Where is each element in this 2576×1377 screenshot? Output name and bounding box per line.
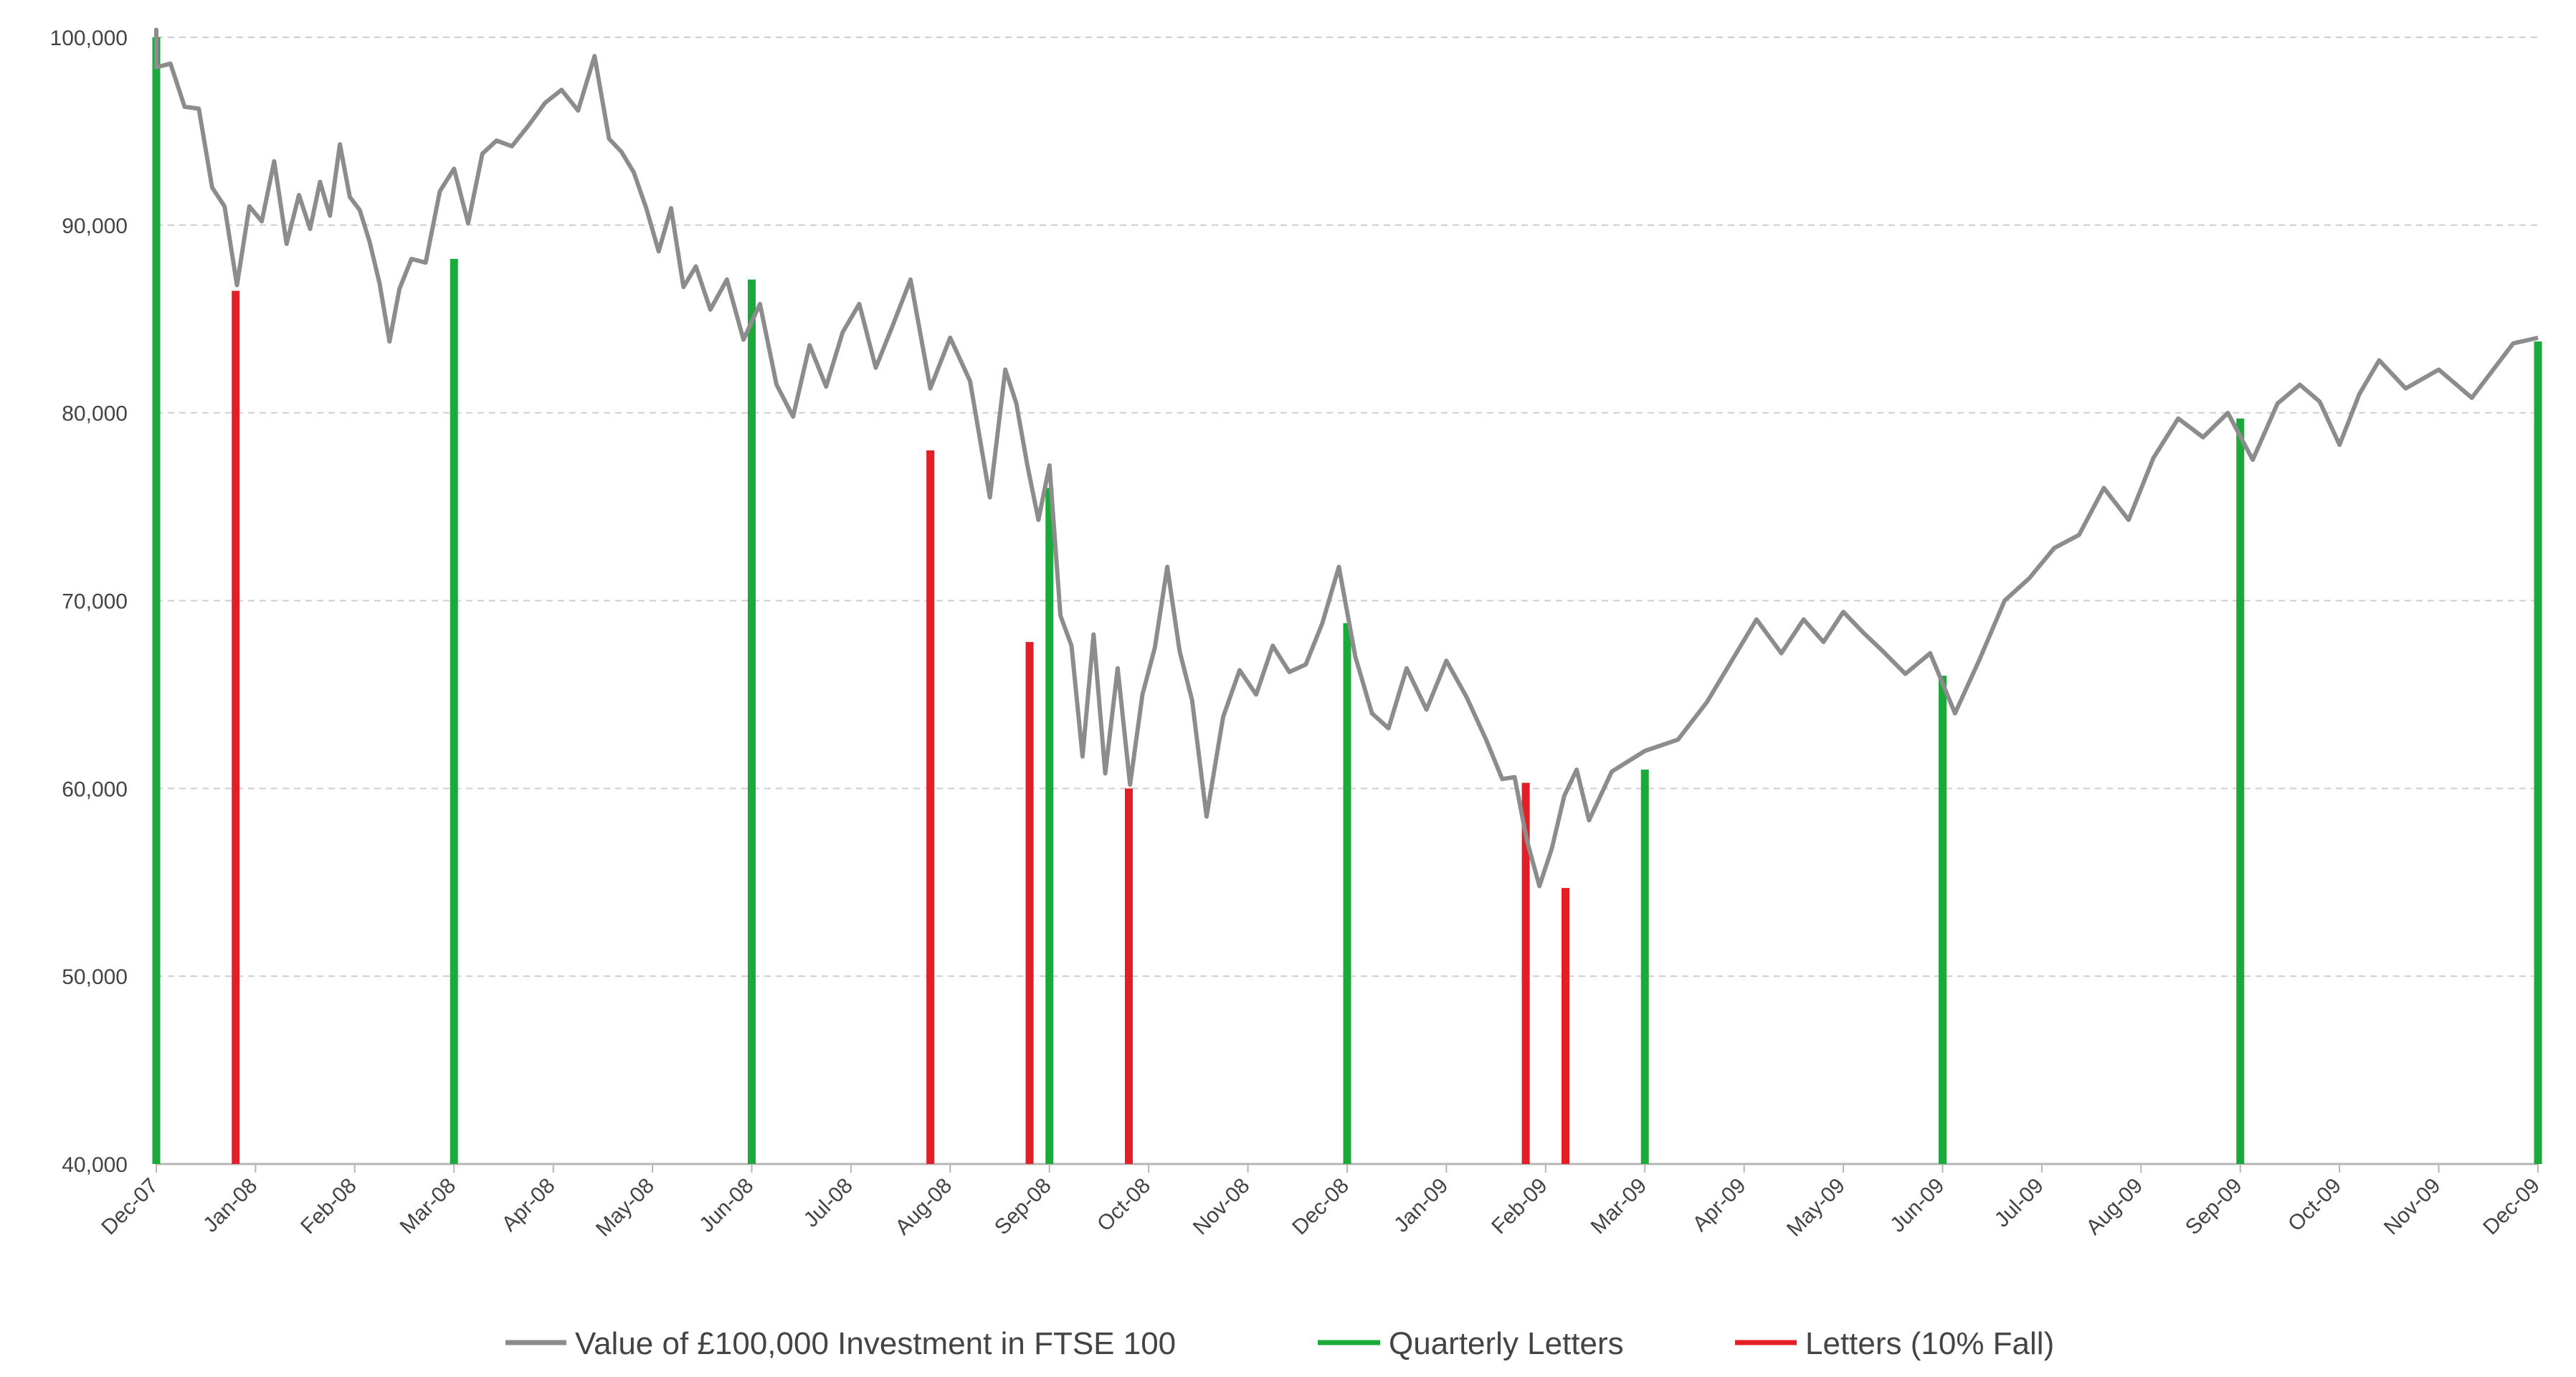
- legend-item-letters-10-percent-fall: Letters (10% Fall): [1735, 1326, 2054, 1361]
- legend-label: Value of £100,000 Investment in FTSE 100: [575, 1326, 1176, 1361]
- y-tick-label: 60,000: [62, 777, 128, 801]
- legend: Value of £100,000 Investment in FTSE 100…: [505, 1326, 2054, 1361]
- legend-label: Letters (10% Fall): [1805, 1326, 2054, 1361]
- y-tick-label: 50,000: [62, 965, 128, 989]
- investment-value-line: [154, 27, 2539, 889]
- legend-item-quarterly-letters: Quarterly Letters: [1318, 1326, 1624, 1361]
- y-tick-label: 90,000: [62, 214, 128, 238]
- legend-item-investment-value: Value of £100,000 Investment in FTSE 100: [505, 1326, 1176, 1361]
- letter-markers: [152, 37, 2542, 1164]
- y-tick-label: 40,000: [62, 1153, 128, 1177]
- legend-label: Quarterly Letters: [1389, 1326, 1624, 1361]
- y-axis-tick-labels: 40,000 50,000 60,000 70,000 80,000 90,000 100,…: [50, 27, 128, 1177]
- y-tick-label: 80,000: [62, 402, 128, 426]
- y-tick-label: 100,000: [50, 27, 128, 50]
- investment-value-series: [154, 27, 2539, 889]
- gridlines: [156, 37, 2538, 978]
- y-tick-label: 70,000: [62, 590, 128, 614]
